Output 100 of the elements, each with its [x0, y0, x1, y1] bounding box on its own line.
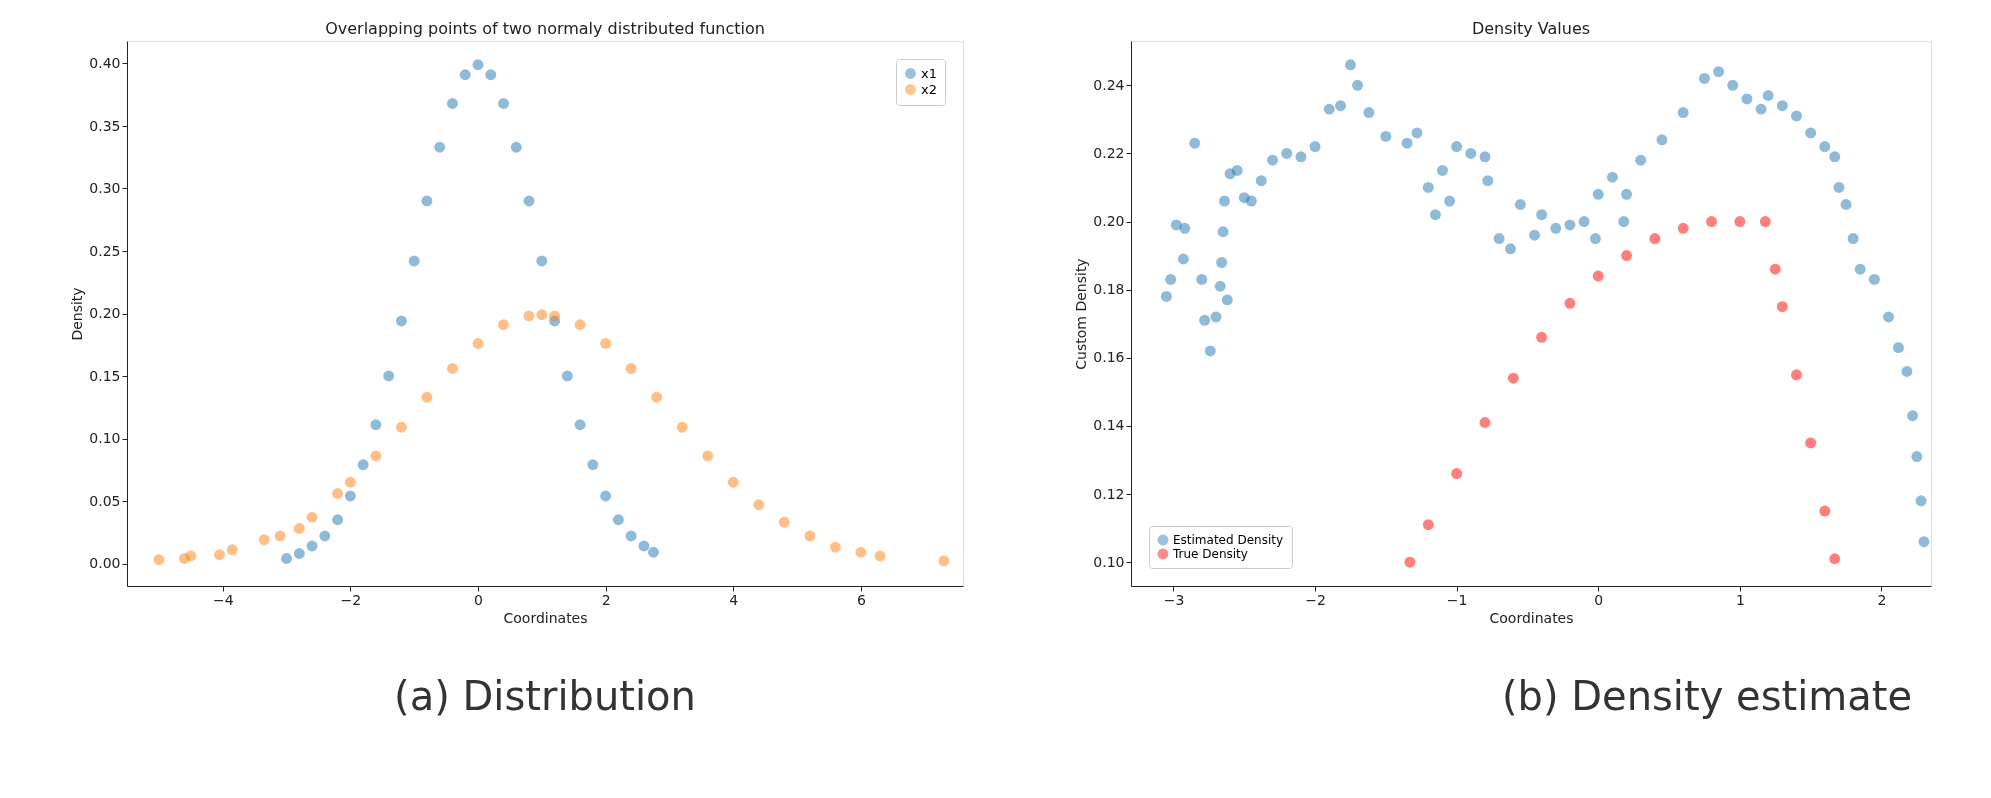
text: (b) Density estimate [1501, 673, 1913, 719]
point [1507, 372, 1519, 384]
y-tick-label: 0.22 [1093, 144, 1125, 161]
point [648, 546, 659, 558]
point [874, 550, 886, 562]
point [498, 319, 509, 331]
y-tick-label: 0.10 [1093, 553, 1125, 570]
legend-label: True Density [1172, 547, 1248, 561]
point [587, 459, 599, 471]
x-tick-label: 2 [601, 591, 611, 608]
point [306, 511, 318, 523]
x-tick-label: 2 [1877, 591, 1887, 608]
y-tick-label: 0.20 [1093, 213, 1125, 230]
x-tick-label: −2 [340, 591, 362, 608]
point [370, 419, 382, 431]
chart-title: Density Values [1471, 19, 1591, 38]
point [753, 499, 765, 511]
y-tick-label: 0.14 [1093, 417, 1125, 434]
point [1769, 263, 1781, 275]
point [1404, 556, 1416, 568]
x-tick-label: −4 [212, 591, 234, 608]
point [472, 338, 484, 349]
point [612, 514, 624, 526]
x-tick-label: 4 [729, 591, 739, 608]
point [421, 195, 433, 207]
point [549, 310, 561, 322]
point [702, 450, 714, 462]
point [383, 370, 395, 382]
point [1564, 297, 1576, 309]
point [510, 141, 522, 153]
point [1819, 505, 1831, 517]
point [446, 363, 458, 374]
y-tick-label: 0.25 [89, 242, 121, 259]
point [1776, 301, 1788, 313]
point [357, 459, 369, 471]
y-axis-title: Density [69, 287, 86, 341]
point [1621, 250, 1633, 262]
point [829, 541, 841, 553]
point [676, 421, 688, 433]
point [523, 195, 535, 207]
point [258, 534, 270, 546]
x-tick-label: 1 [1735, 591, 1745, 608]
text: (a) Distribution [394, 673, 696, 719]
point [1422, 519, 1434, 531]
point [1536, 331, 1548, 343]
x-axis-title: Coordinates [503, 609, 588, 626]
point [574, 319, 586, 331]
point [293, 523, 305, 534]
point [1677, 222, 1689, 234]
point [319, 530, 331, 542]
point [185, 550, 197, 562]
point [1592, 270, 1604, 282]
x-axis-title: Coordinates [1489, 609, 1574, 626]
x-tick-label: 6 [856, 591, 866, 608]
point [332, 514, 344, 526]
y-tick-label: 0.10 [89, 430, 121, 446]
point [625, 530, 637, 542]
point [485, 69, 497, 81]
point [281, 553, 293, 564]
point [293, 548, 305, 559]
y-tick-label: 0.00 [89, 555, 121, 571]
point [778, 516, 790, 528]
point [472, 59, 484, 71]
point [344, 490, 356, 502]
point [625, 363, 637, 374]
x-tick-label: −3 [1163, 591, 1185, 608]
point [938, 555, 950, 567]
point [523, 310, 535, 322]
y-tick-label: 0.40 [89, 55, 121, 71]
point [855, 546, 867, 558]
point [638, 540, 650, 552]
point [1649, 233, 1661, 245]
point [395, 421, 407, 433]
point [459, 69, 471, 81]
point [153, 554, 165, 566]
y-tick-label: 0.24 [1093, 76, 1125, 93]
point [446, 98, 458, 109]
point [536, 255, 548, 267]
point [421, 391, 433, 403]
point [1805, 437, 1817, 449]
point [574, 419, 586, 431]
x-tick-label: −1 [1446, 591, 1468, 608]
point [344, 476, 356, 488]
point [561, 370, 573, 382]
x-tick-label: −2 [1305, 591, 1326, 608]
x-tick-label: 0 [1594, 591, 1604, 608]
y-tick-label: 0.12 [1093, 485, 1125, 502]
point [1734, 216, 1746, 227]
x-tick-label: 0 [474, 591, 483, 608]
point [1451, 468, 1463, 480]
point [804, 530, 816, 542]
y-tick-label: 0.15 [89, 367, 121, 384]
point [600, 490, 612, 502]
point [395, 315, 407, 327]
point [600, 338, 612, 349]
y-tick-label: 0.16 [1093, 349, 1125, 366]
point [370, 450, 382, 462]
point [434, 141, 446, 153]
y-tick-label: 0.18 [1093, 281, 1125, 298]
point [226, 544, 238, 556]
